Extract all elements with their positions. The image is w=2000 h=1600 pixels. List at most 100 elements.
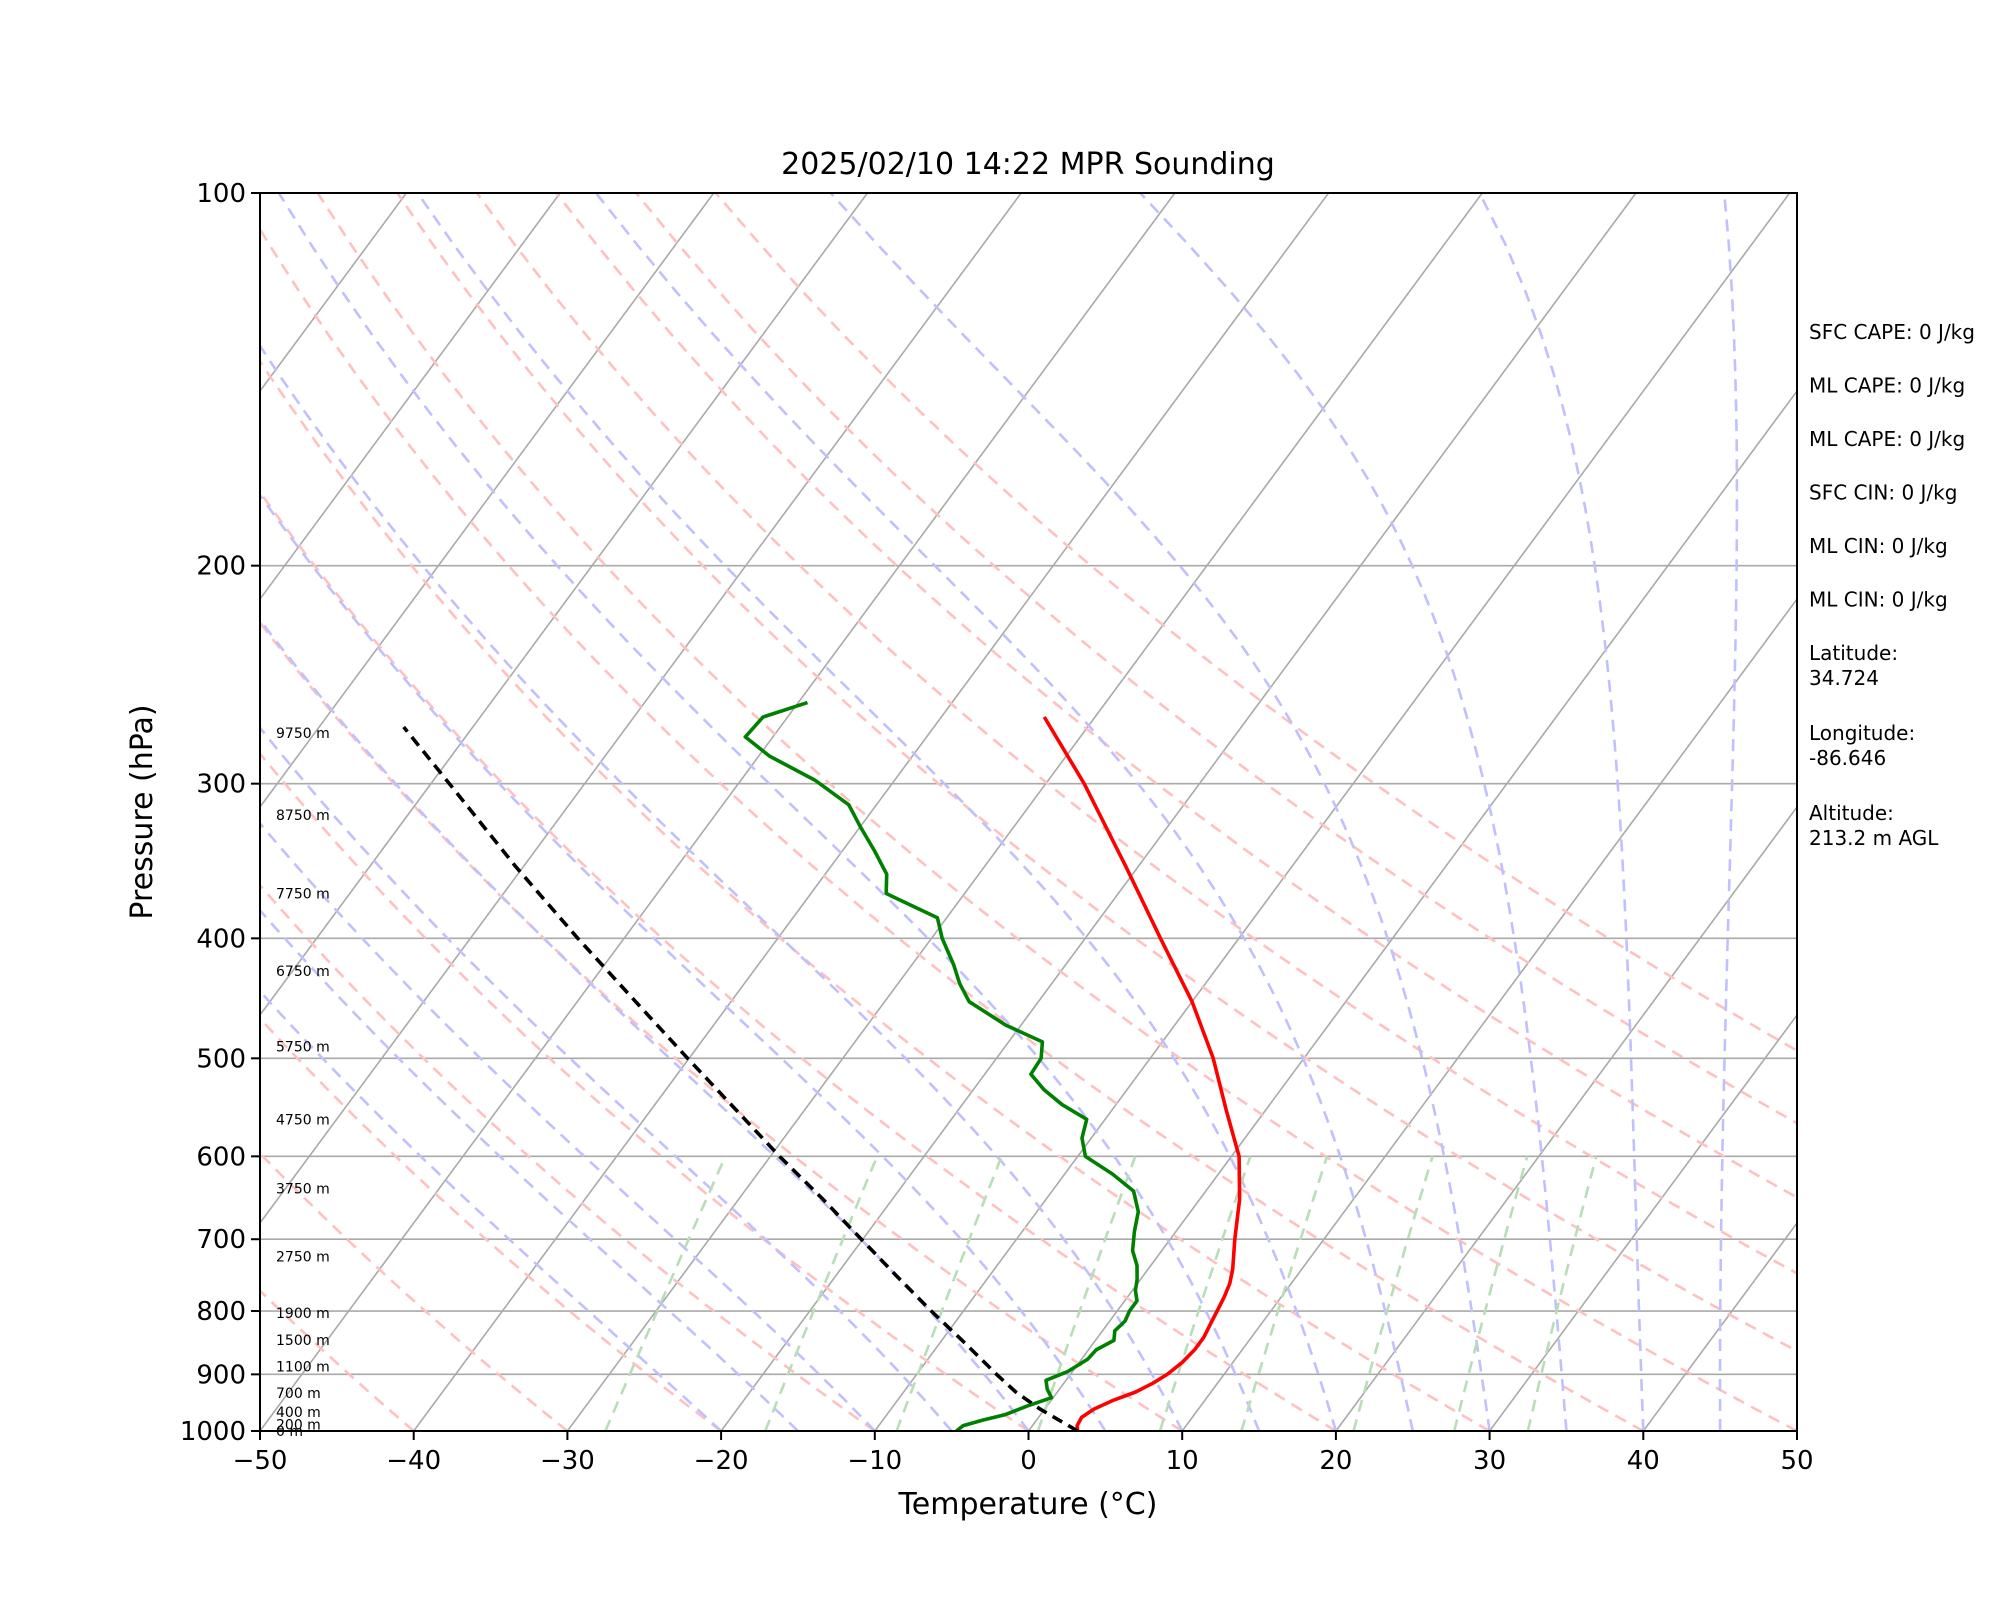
stat-value: 34.724 <box>1809 666 1879 690</box>
height-label: 6750 m <box>276 964 330 980</box>
height-label: 5750 m <box>276 1039 330 1055</box>
x-tick-label: −20 <box>694 1446 749 1476</box>
isotherm-line <box>1027 389 1797 1431</box>
moist-adiabat-line <box>260 492 1107 1431</box>
isotherm-line <box>1181 597 1797 1431</box>
height-label: 1100 m <box>276 1360 330 1376</box>
isotherm-line <box>260 193 869 1017</box>
isotherm-line <box>1642 1221 1797 1431</box>
y-tick-label: 200 <box>196 552 246 582</box>
dry-adiabat-line <box>260 490 1337 1431</box>
x-tick-label: 10 <box>1166 1446 1199 1476</box>
moist-adiabat-line <box>1718 193 1739 1431</box>
mixing-ratio-line <box>1158 1155 1252 1431</box>
dry-adiabat-line <box>260 883 876 1431</box>
moist-adiabat-line <box>260 908 799 1431</box>
mixing-ratio-line <box>895 1155 1003 1431</box>
y-tick-label: 300 <box>196 770 246 800</box>
mixing-ratio-line <box>1240 1155 1329 1431</box>
x-tick-label: 40 <box>1627 1446 1660 1476</box>
dry-adiabat-line <box>260 358 1491 1431</box>
dry-adiabat-line <box>635 193 1797 1125</box>
stat-label: ML CIN: 0 J/kg <box>1809 588 1948 612</box>
stat-value: -86.646 <box>1809 746 1886 770</box>
stat-label: ML CIN: 0 J/kg <box>1809 534 1948 558</box>
dry-adiabat-line <box>260 226 1644 1431</box>
chart-title: 2025/02/10 14:22 MPR Sounding <box>781 147 1275 182</box>
mixing-ratio-line <box>1452 1156 1529 1431</box>
stat-label: Latitude: <box>1809 641 1898 665</box>
isotherm-line <box>720 193 1637 1431</box>
x-tick-label: −10 <box>847 1446 902 1476</box>
stat-label: SFC CIN: 0 J/kg <box>1809 481 1957 505</box>
isotherm-line <box>260 193 1022 1225</box>
isotherm-line <box>874 193 1791 1431</box>
height-label: 3750 m <box>276 1182 330 1198</box>
x-tick-label: −30 <box>540 1446 595 1476</box>
temperature-profile-line <box>1042 716 1242 1431</box>
isotherm-line <box>260 193 715 809</box>
moist-adiabat-line <box>416 193 1338 1431</box>
dry-adiabat-line <box>396 193 1797 1353</box>
x-tick-label: 30 <box>1473 1446 1506 1476</box>
isotherm-line <box>260 193 1176 1431</box>
stat-label: SFC CAPE: 0 J/kg <box>1809 320 1975 344</box>
stat-value: 213.2 m AGL <box>1809 826 1939 850</box>
height-label: 700 m <box>276 1386 321 1402</box>
mixing-ratio-line <box>1526 1156 1598 1431</box>
y-tick-label: 400 <box>196 924 246 954</box>
stat-label: Altitude: <box>1809 801 1894 825</box>
y-tick-label: 800 <box>196 1297 246 1327</box>
y-tick-label: 1000 <box>180 1417 246 1447</box>
height-label: 400 m <box>276 1405 321 1421</box>
y-tick-label: 900 <box>196 1360 246 1390</box>
x-tick-label: 0 <box>1020 1446 1037 1476</box>
height-label: 1500 m <box>276 1333 330 1349</box>
height-label: 4750 m <box>276 1112 330 1128</box>
height-label: 8750 m <box>276 808 330 824</box>
x-tick-label: 50 <box>1780 1446 1813 1476</box>
y-axis-ticks: 1000 900 800 700 600 500 400 300 200 100 <box>180 179 260 1447</box>
x-tick-label: −40 <box>386 1446 441 1476</box>
y-tick-label: 100 <box>196 179 246 209</box>
dry-adiabat-line <box>714 193 1797 1053</box>
dry-adiabat-line <box>316 193 1797 1431</box>
dry-adiabat-line <box>260 1016 722 1431</box>
height-label: 7750 m <box>276 887 330 903</box>
dry-adiabat-line <box>260 751 1030 1431</box>
dewpoint-profile-line <box>743 700 1141 1431</box>
moist-adiabat-line <box>277 193 1261 1431</box>
y-tick-label: 600 <box>196 1142 246 1172</box>
mixing-ratio-line <box>1036 1155 1137 1431</box>
y-axis-label: Pressure (hPa) <box>125 704 160 919</box>
x-tick-label: 20 <box>1319 1446 1352 1476</box>
stat-label: Longitude: <box>1809 721 1915 745</box>
moist-adiabat-line <box>1478 193 1645 1431</box>
moist-adiabat-line <box>260 821 876 1431</box>
data-series <box>402 700 1242 1431</box>
isotherm-line <box>413 193 1330 1431</box>
mixing-ratio-line <box>1352 1156 1434 1431</box>
height-label: 9750 m <box>276 726 330 742</box>
isotherm-line <box>1335 805 1797 1431</box>
isotherm-line <box>566 193 1483 1431</box>
mixing-ratio-line <box>763 1155 879 1431</box>
moist-adiabat-line <box>260 618 1030 1431</box>
x-axis-ticks: −50 −40 −30 −20 −10 0 10 20 30 40 50 <box>233 1431 1814 1476</box>
y-tick-label: 700 <box>196 1225 246 1255</box>
moist-adiabat-line <box>260 989 722 1431</box>
sounding-stats-panel: SFC CAPE: 0 J/kg ML CAPE: 0 J/kg ML CAPE: … <box>1809 320 1975 850</box>
isotherm-line <box>1488 1013 1797 1431</box>
height-label: 200 m <box>276 1418 321 1434</box>
height-label: 2750 m <box>276 1250 330 1266</box>
moist-adiabat-line <box>1139 193 1568 1431</box>
y-tick-label: 500 <box>196 1044 246 1074</box>
moist-adiabat-line <box>594 193 1415 1431</box>
dry-adiabat-line <box>260 1288 415 1431</box>
x-axis-label: Temperature (°C) <box>898 1487 1158 1522</box>
isotherm-line <box>260 193 561 601</box>
stat-label: ML CAPE: 0 J/kg <box>1809 374 1965 398</box>
